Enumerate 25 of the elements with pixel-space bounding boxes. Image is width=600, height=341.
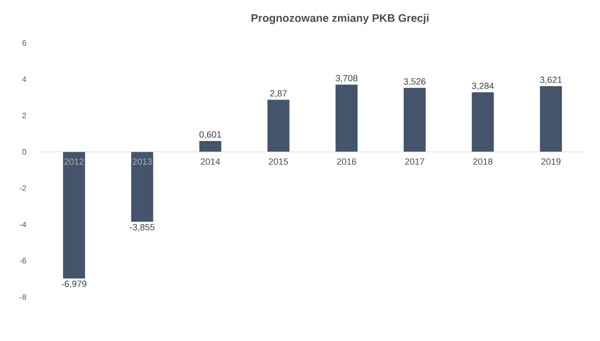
data-label: 0,601 — [199, 131, 222, 139]
chart-title: Prognozowane zmiany PKB Grecji — [252, 14, 428, 24]
x-tick-label: 2013 — [132, 158, 152, 165]
x-tick-label: 2012 — [64, 158, 84, 165]
bar — [267, 100, 290, 152]
data-label: -6,979 — [62, 280, 86, 288]
data-label: 3,284 — [472, 82, 494, 90]
bar — [199, 140, 222, 152]
x-tick-label: 2015 — [268, 158, 288, 165]
data-label: -3,855 — [130, 224, 155, 232]
bar — [336, 84, 358, 152]
x-tick-label: 2016 — [337, 158, 356, 165]
data-label: 3,708 — [336, 74, 358, 82]
data-label: 2,87 — [270, 90, 287, 98]
x-tick-label: 2019 — [541, 158, 560, 165]
x-tick-label: 2017 — [405, 158, 424, 165]
bar — [404, 88, 426, 152]
bar — [472, 92, 494, 152]
data-label: 3,621 — [540, 76, 562, 84]
bar — [131, 152, 154, 222]
data-label: 3,526 — [404, 78, 426, 86]
x-tick-label: 2014 — [200, 158, 220, 165]
x-tick-label: 2018 — [473, 158, 492, 165]
bar — [540, 86, 562, 152]
bar — [63, 152, 86, 278]
